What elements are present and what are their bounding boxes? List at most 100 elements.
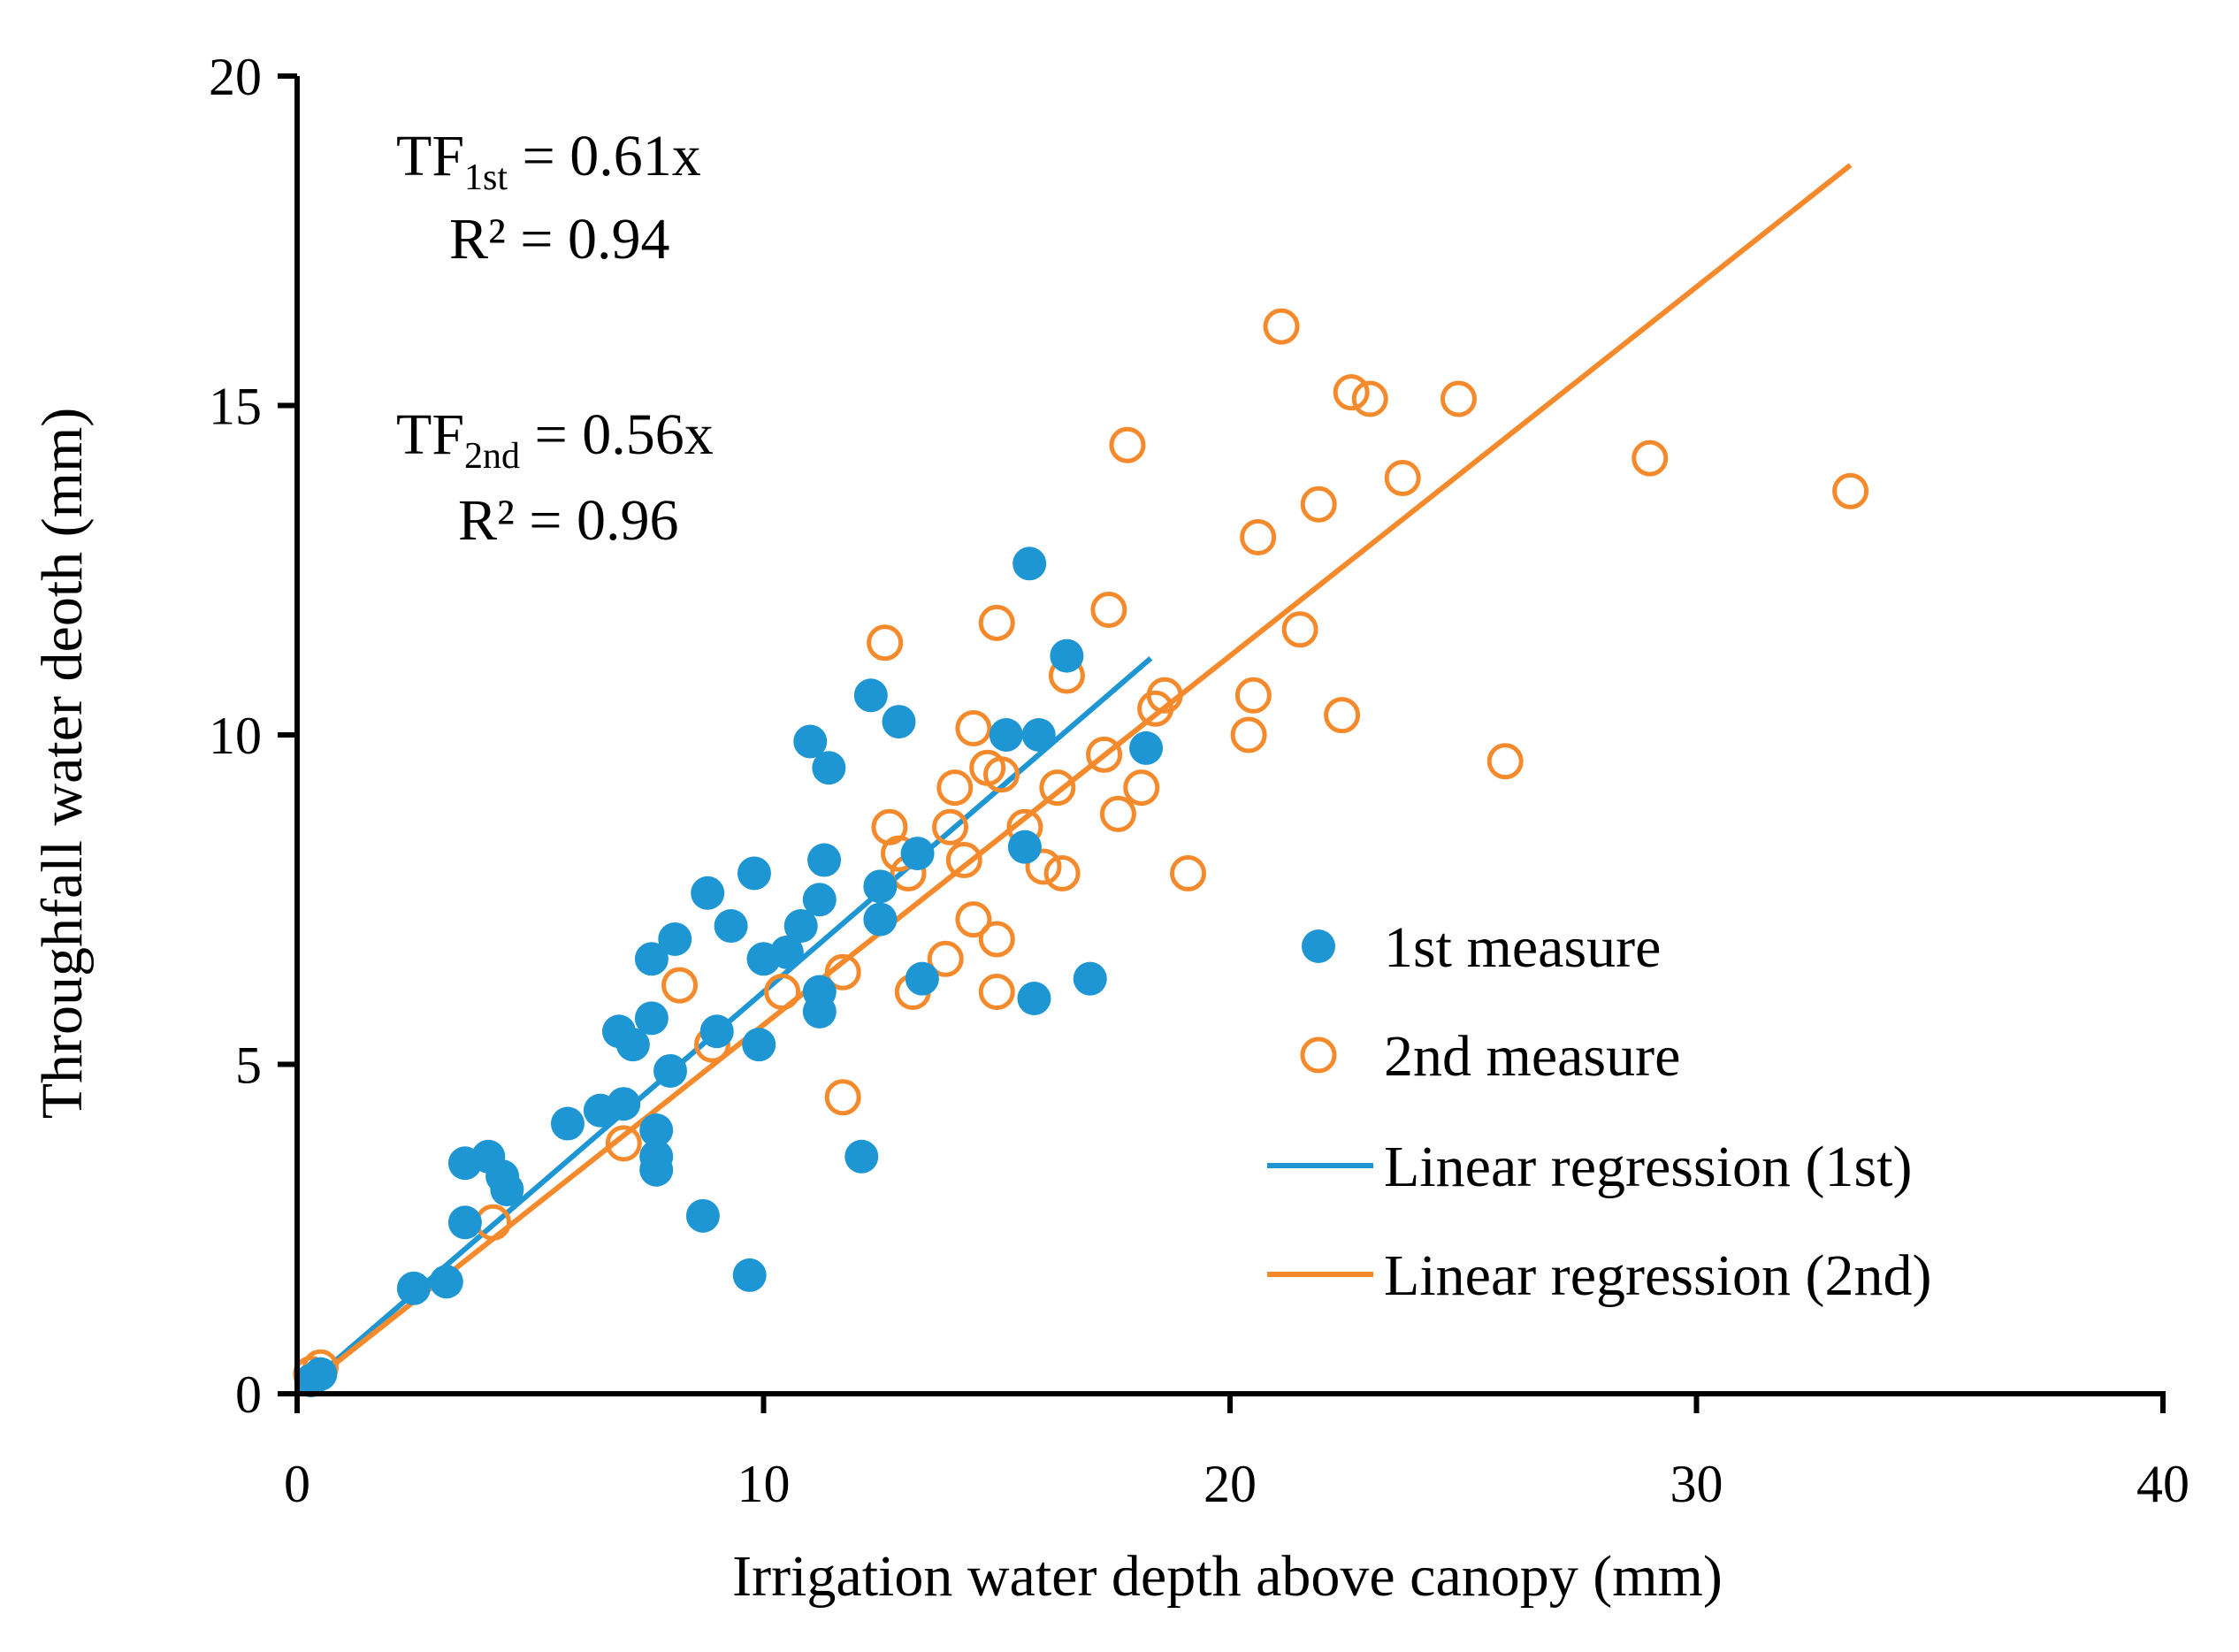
equation-1st-subscript: 1st [464, 157, 508, 198]
point-1st-measure [863, 902, 898, 937]
point-1st-measure [490, 1173, 524, 1207]
point-1st-measure [714, 909, 748, 944]
point-1st-measure [685, 1198, 720, 1233]
point-2nd-measure [1123, 769, 1160, 807]
legend-label-1st-measure: 1st measure [1384, 915, 1661, 980]
point-1st-measure [732, 1258, 767, 1292]
equation-2nd-rhs: = 0.56x [520, 402, 714, 467]
point-1st-measure [1073, 961, 1107, 996]
x-tick-label: 10 [737, 1455, 791, 1513]
point-2nd-measure [1043, 854, 1081, 891]
point-1st-measure [769, 935, 804, 969]
point-1st-measure [396, 1271, 431, 1305]
y-tick-label: 15 [209, 378, 262, 436]
point-1st-measure [1007, 830, 1042, 864]
point-2nd-measure [983, 756, 1020, 793]
point-2nd-measure [605, 1125, 642, 1162]
point-2nd-measure [955, 901, 992, 938]
equation-2nd-lhs: TF [396, 402, 464, 467]
point-1st-measure [1021, 718, 1056, 752]
point-1st-measure [882, 705, 916, 739]
equation-2nd: TF2nd = 0.56x R² = 0.96 [396, 402, 714, 553]
legend-label-regression-2nd: Linear regression (2nd) [1384, 1243, 1931, 1308]
point-1st-measure [303, 1357, 338, 1391]
point-1st-measure [853, 678, 888, 713]
data-points [293, 308, 1869, 1398]
point-2nd-measure [1025, 848, 1062, 885]
point-2nd-measure [1170, 854, 1207, 891]
legend-label-2nd-measure: 2nd measure [1384, 1024, 1680, 1089]
point-2nd-measure [945, 842, 982, 879]
point-1st-measure [447, 1205, 482, 1240]
legend-marker-2nd-measure [1300, 1036, 1337, 1074]
x-tick-label: 20 [1204, 1455, 1257, 1513]
point-1st-measure [737, 856, 771, 891]
x-tick-label: 30 [1670, 1455, 1723, 1513]
point-2nd-measure [1090, 591, 1127, 628]
equation-1st: TF1st = 0.61x R² = 0.94 [396, 124, 701, 272]
legend-marker-1st-measure [1302, 929, 1335, 963]
point-1st-measure [550, 1106, 585, 1141]
point-2nd-measure [1099, 795, 1136, 832]
point-2nd-measure [764, 974, 801, 1011]
point-2nd-measure [978, 604, 1015, 641]
point-1st-measure [863, 869, 898, 904]
point-1st-measure [905, 961, 939, 996]
point-2nd-measure [936, 769, 974, 807]
point-1st-measure [1013, 547, 1047, 581]
point-2nd-measure [1240, 519, 1277, 555]
regression-lines [295, 163, 1853, 1396]
svg-text:TF2nd = 0.56x: TF2nd = 0.56x [396, 402, 714, 477]
point-1st-measure [639, 1152, 674, 1187]
point-2nd-measure [1039, 769, 1076, 807]
point-2nd-measure [1086, 736, 1123, 773]
point-2nd-measure [1631, 440, 1669, 477]
point-1st-measure [1050, 639, 1084, 673]
point-1st-measure [1129, 730, 1164, 765]
legend-label-regression-1st: Linear regression (1st) [1384, 1135, 1912, 1199]
equation-1st-rhs: = 0.61x [508, 124, 701, 188]
point-1st-measure [807, 843, 842, 877]
point-1st-measure [691, 876, 725, 910]
equation-1st-lhs: TF [396, 124, 464, 188]
point-1st-measure [429, 1265, 463, 1299]
point-2nd-measure [1230, 716, 1267, 753]
point-1st-measure [615, 1028, 650, 1062]
point-2nd-measure [661, 967, 699, 1004]
y-tick-label: 0 [235, 1365, 262, 1424]
point-2nd-measure [1281, 611, 1318, 648]
equation-2nd-subscript: 2nd [464, 436, 520, 477]
point-2nd-measure [1333, 374, 1370, 411]
point-1st-measure [812, 751, 846, 785]
point-2nd-measure [1351, 380, 1388, 417]
point-2nd-measure [824, 1079, 861, 1116]
point-2nd-measure [1146, 677, 1183, 714]
point-1st-measure [658, 922, 692, 956]
point-1st-measure [634, 1001, 669, 1036]
point-2nd-measure [824, 953, 861, 990]
point-1st-measure [634, 942, 669, 976]
point-1st-measure [793, 724, 828, 759]
point-2nd-measure [1234, 677, 1272, 714]
point-2nd-measure [927, 940, 964, 977]
point-2nd-measure [932, 808, 968, 845]
point-1st-measure [802, 883, 837, 917]
svg-text:TF1st = 0.61x: TF1st = 0.61x [396, 124, 701, 198]
point-1st-measure [900, 837, 935, 871]
y-tick-label: 10 [209, 707, 262, 765]
point-1st-measure [989, 718, 1023, 752]
point-1st-measure [1017, 982, 1051, 1015]
x-tick-label: 0 [284, 1455, 310, 1513]
point-2nd-measure [1300, 486, 1337, 523]
x-tick-label: 40 [2136, 1455, 2189, 1513]
axis-ticks: 0 10 20 30 40 0 5 10 15 20 [209, 48, 2189, 1513]
point-1st-measure [844, 1139, 879, 1174]
y-tick-label: 5 [235, 1036, 262, 1095]
y-tick-label: 20 [209, 48, 262, 106]
x-axis-title: Irrigation water depth above canopy (mm) [732, 1544, 1723, 1609]
point-2nd-measure [1109, 426, 1146, 463]
legend: 1st measure 2nd measure Linear regressio… [1267, 915, 1931, 1308]
point-1st-measure [802, 975, 837, 1009]
point-2nd-measure [1440, 380, 1477, 417]
